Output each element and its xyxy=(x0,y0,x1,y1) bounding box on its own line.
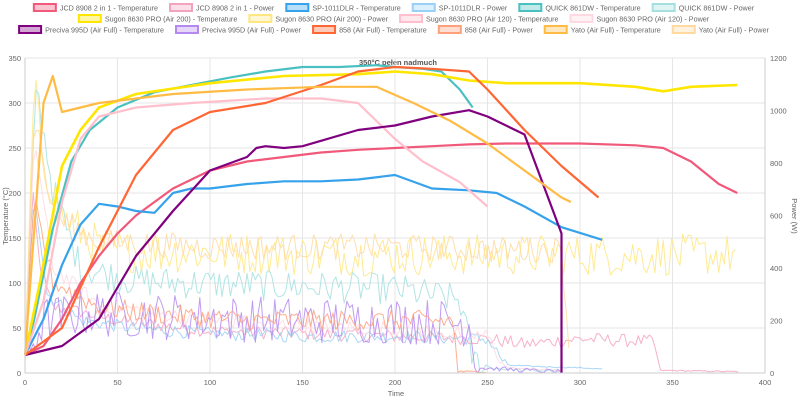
legend-label: SP-1011DLR - Temperature xyxy=(312,4,400,13)
series-line-jcd-8908-2-in-1-power xyxy=(24,192,739,373)
series-line-sp-1011dlr-temperature xyxy=(24,173,603,356)
series-line-sugon-8630-pro-air-200-power xyxy=(24,79,736,348)
legend-item-sugon-8630-pro-air-200-temperature[interactable]: Sugon 8630 PRO (Air 200) - Temperature xyxy=(77,14,238,24)
series-line-858-air-full-power xyxy=(24,199,486,374)
legend-swatch xyxy=(169,3,193,12)
y-right-tick-label: 400 xyxy=(770,264,783,273)
x-tick-label: 100 xyxy=(204,378,217,387)
legend-label: Preciva 995D (Air Full) - Power xyxy=(202,26,302,35)
x-tick-label: 150 xyxy=(296,378,309,387)
legend-swatch xyxy=(77,14,102,23)
legend-item-sugon-8630-pro-air-120-temperature[interactable]: Sugon 8630 PRO (Air 120) - Temperature xyxy=(399,14,559,24)
legend-label: Sugon 8630 PRO (Air 200) - Temperature xyxy=(105,15,238,24)
y-left-axis-title: Temperature (°C) xyxy=(1,187,10,245)
y-right-tick-label: 800 xyxy=(770,159,783,168)
legend-swatch xyxy=(543,25,568,34)
legend-label: Yato (Air Full) - Power xyxy=(699,26,770,35)
legend-label: 858 (Air Full) - Power xyxy=(465,26,534,35)
legend-label: JCD 8908 2 in 1 - Temperature xyxy=(60,4,158,13)
legend-label: JCD 8908 2 in 1 - Power xyxy=(196,4,275,13)
x-axis-title: Time xyxy=(388,389,404,398)
series-line-sugon-8630-pro-air-200-temperature xyxy=(23,70,738,356)
axes: 0 50 100 150 200 250 300 350 4000501001502002503… xyxy=(8,54,786,387)
legend-label: Preciva 995D (Air Full) - Temperature xyxy=(45,26,164,35)
y-right-axis-title: Power (W) xyxy=(790,198,799,234)
x-tick-label: 0 xyxy=(23,378,27,387)
series-line-sp-1011dlr-power xyxy=(24,208,603,370)
x-tick-label: 350 xyxy=(666,378,679,387)
y-left-tick-label: 0 xyxy=(17,369,21,378)
legend-item-yato-air-full-temperature[interactable]: Yato (Air Full) - Temperature xyxy=(543,25,661,35)
x-tick-label: 200 xyxy=(389,378,402,387)
y-right-tick-label: 200 xyxy=(770,317,783,326)
series-line-sugon-8630-pro-air-120-temperature xyxy=(23,97,489,356)
legend-label: SP-1011DLR - Power xyxy=(439,4,508,13)
y-left-tick-label: 100 xyxy=(8,279,21,288)
x-tick-label: 300 xyxy=(574,378,587,387)
series-line-yato-air-full-temperature xyxy=(23,74,572,356)
legend-swatch xyxy=(651,3,676,12)
legend-swatch xyxy=(518,3,543,12)
legend-swatch xyxy=(285,3,310,12)
series-line-preciva-995d-air-full-temperature xyxy=(24,109,563,373)
series-line-858-air-full-temperature xyxy=(24,65,600,356)
x-tick-label: 250 xyxy=(481,378,494,387)
series-line-jcd-8908-2-in-1-temperature xyxy=(24,142,738,356)
series-line-quick-861dw-power xyxy=(24,89,561,374)
chart-title: 350°C pełen nadmuch xyxy=(359,58,437,67)
series-line-preciva-995d-air-full-power xyxy=(24,290,561,374)
legend-item-sugon-8630-pro-air-200-power[interactable]: Sugon 8630 PRO (Air 200) - Power xyxy=(248,14,389,24)
legend-label: Yato (Air Full) - Temperature xyxy=(571,26,661,35)
legend-label: Sugon 8630 PRO (Air 120) - Power xyxy=(597,15,710,24)
legend-item-858-air-full-temperature[interactable]: 858 (Air Full) - Temperature xyxy=(312,25,427,35)
y-right-tick-label: 0 xyxy=(770,369,774,378)
y-left-tick-label: 350 xyxy=(8,54,21,63)
y-right-tick-label: 600 xyxy=(770,212,783,221)
y-right-tick-label: 1200 xyxy=(770,54,787,63)
legend-swatch xyxy=(248,14,273,23)
legend-swatch xyxy=(312,25,337,34)
y-left-tick-label: 200 xyxy=(8,189,21,198)
x-tick-label: 400 xyxy=(759,378,772,387)
legend-item-yato-air-full-power[interactable]: Yato (Air Full) - Power xyxy=(671,25,770,35)
legend-swatch xyxy=(437,25,462,34)
legend-label: QUICK 861DW - Power xyxy=(679,4,755,13)
legend-swatch xyxy=(411,3,436,12)
legend-item-quick-861dw-temperature[interactable]: QUICK 861DW - Temperature xyxy=(518,3,641,13)
legend-swatch xyxy=(32,3,57,12)
legend: JCD 8908 2 in 1 - Temperature JCD 8908 2 … xyxy=(18,3,770,35)
legend-item-sp-1011dlr-power[interactable]: SP-1011DLR - Power xyxy=(411,3,508,13)
legend-item-sp-1011dlr-temperature[interactable]: SP-1011DLR - Temperature xyxy=(285,3,401,13)
x-tick-label: 50 xyxy=(113,378,121,387)
legend-item-jcd-8908-2-in-1-power[interactable]: JCD 8908 2 in 1 - Power xyxy=(169,3,275,13)
legend-item-preciva-995d-air-full-power[interactable]: Preciva 995D (Air Full) - Power xyxy=(175,25,302,35)
legend-item-sugon-8630-pro-air-120-power[interactable]: Sugon 8630 PRO (Air 120) - Power xyxy=(569,14,710,24)
series-layer xyxy=(23,64,739,374)
y-left-tick-label: 150 xyxy=(8,234,21,243)
y-right-tick-label: 1000 xyxy=(770,107,787,116)
y-left-tick-label: 50 xyxy=(13,324,21,333)
legend-swatch xyxy=(399,14,423,23)
y-left-tick-label: 300 xyxy=(8,99,21,108)
legend-item-preciva-995d-air-full-temperature[interactable]: Preciva 995D (Air Full) - Temperature xyxy=(18,25,164,35)
legend-item-858-air-full-power[interactable]: 858 (Air Full) - Power xyxy=(437,25,534,35)
y-left-tick-label: 250 xyxy=(8,144,21,153)
legend-swatch xyxy=(18,25,43,34)
legend-label: Sugon 8630 PRO (Air 120) - Temperature xyxy=(426,15,559,24)
legend-swatch xyxy=(175,25,199,34)
legend-swatch xyxy=(671,25,696,34)
legend-item-quick-861dw-power[interactable]: QUICK 861DW - Power xyxy=(651,3,755,13)
legend-swatch xyxy=(569,14,594,23)
legend-item-jcd-8908-2-in-1-temperature[interactable]: JCD 8908 2 in 1 - Temperature xyxy=(32,3,158,13)
legend-label: 858 (Air Full) - Temperature xyxy=(339,26,427,35)
legend-label: Sugon 8630 PRO (Air 200) - Power xyxy=(275,15,388,24)
legend-label: QUICK 861DW - Temperature xyxy=(545,4,640,13)
